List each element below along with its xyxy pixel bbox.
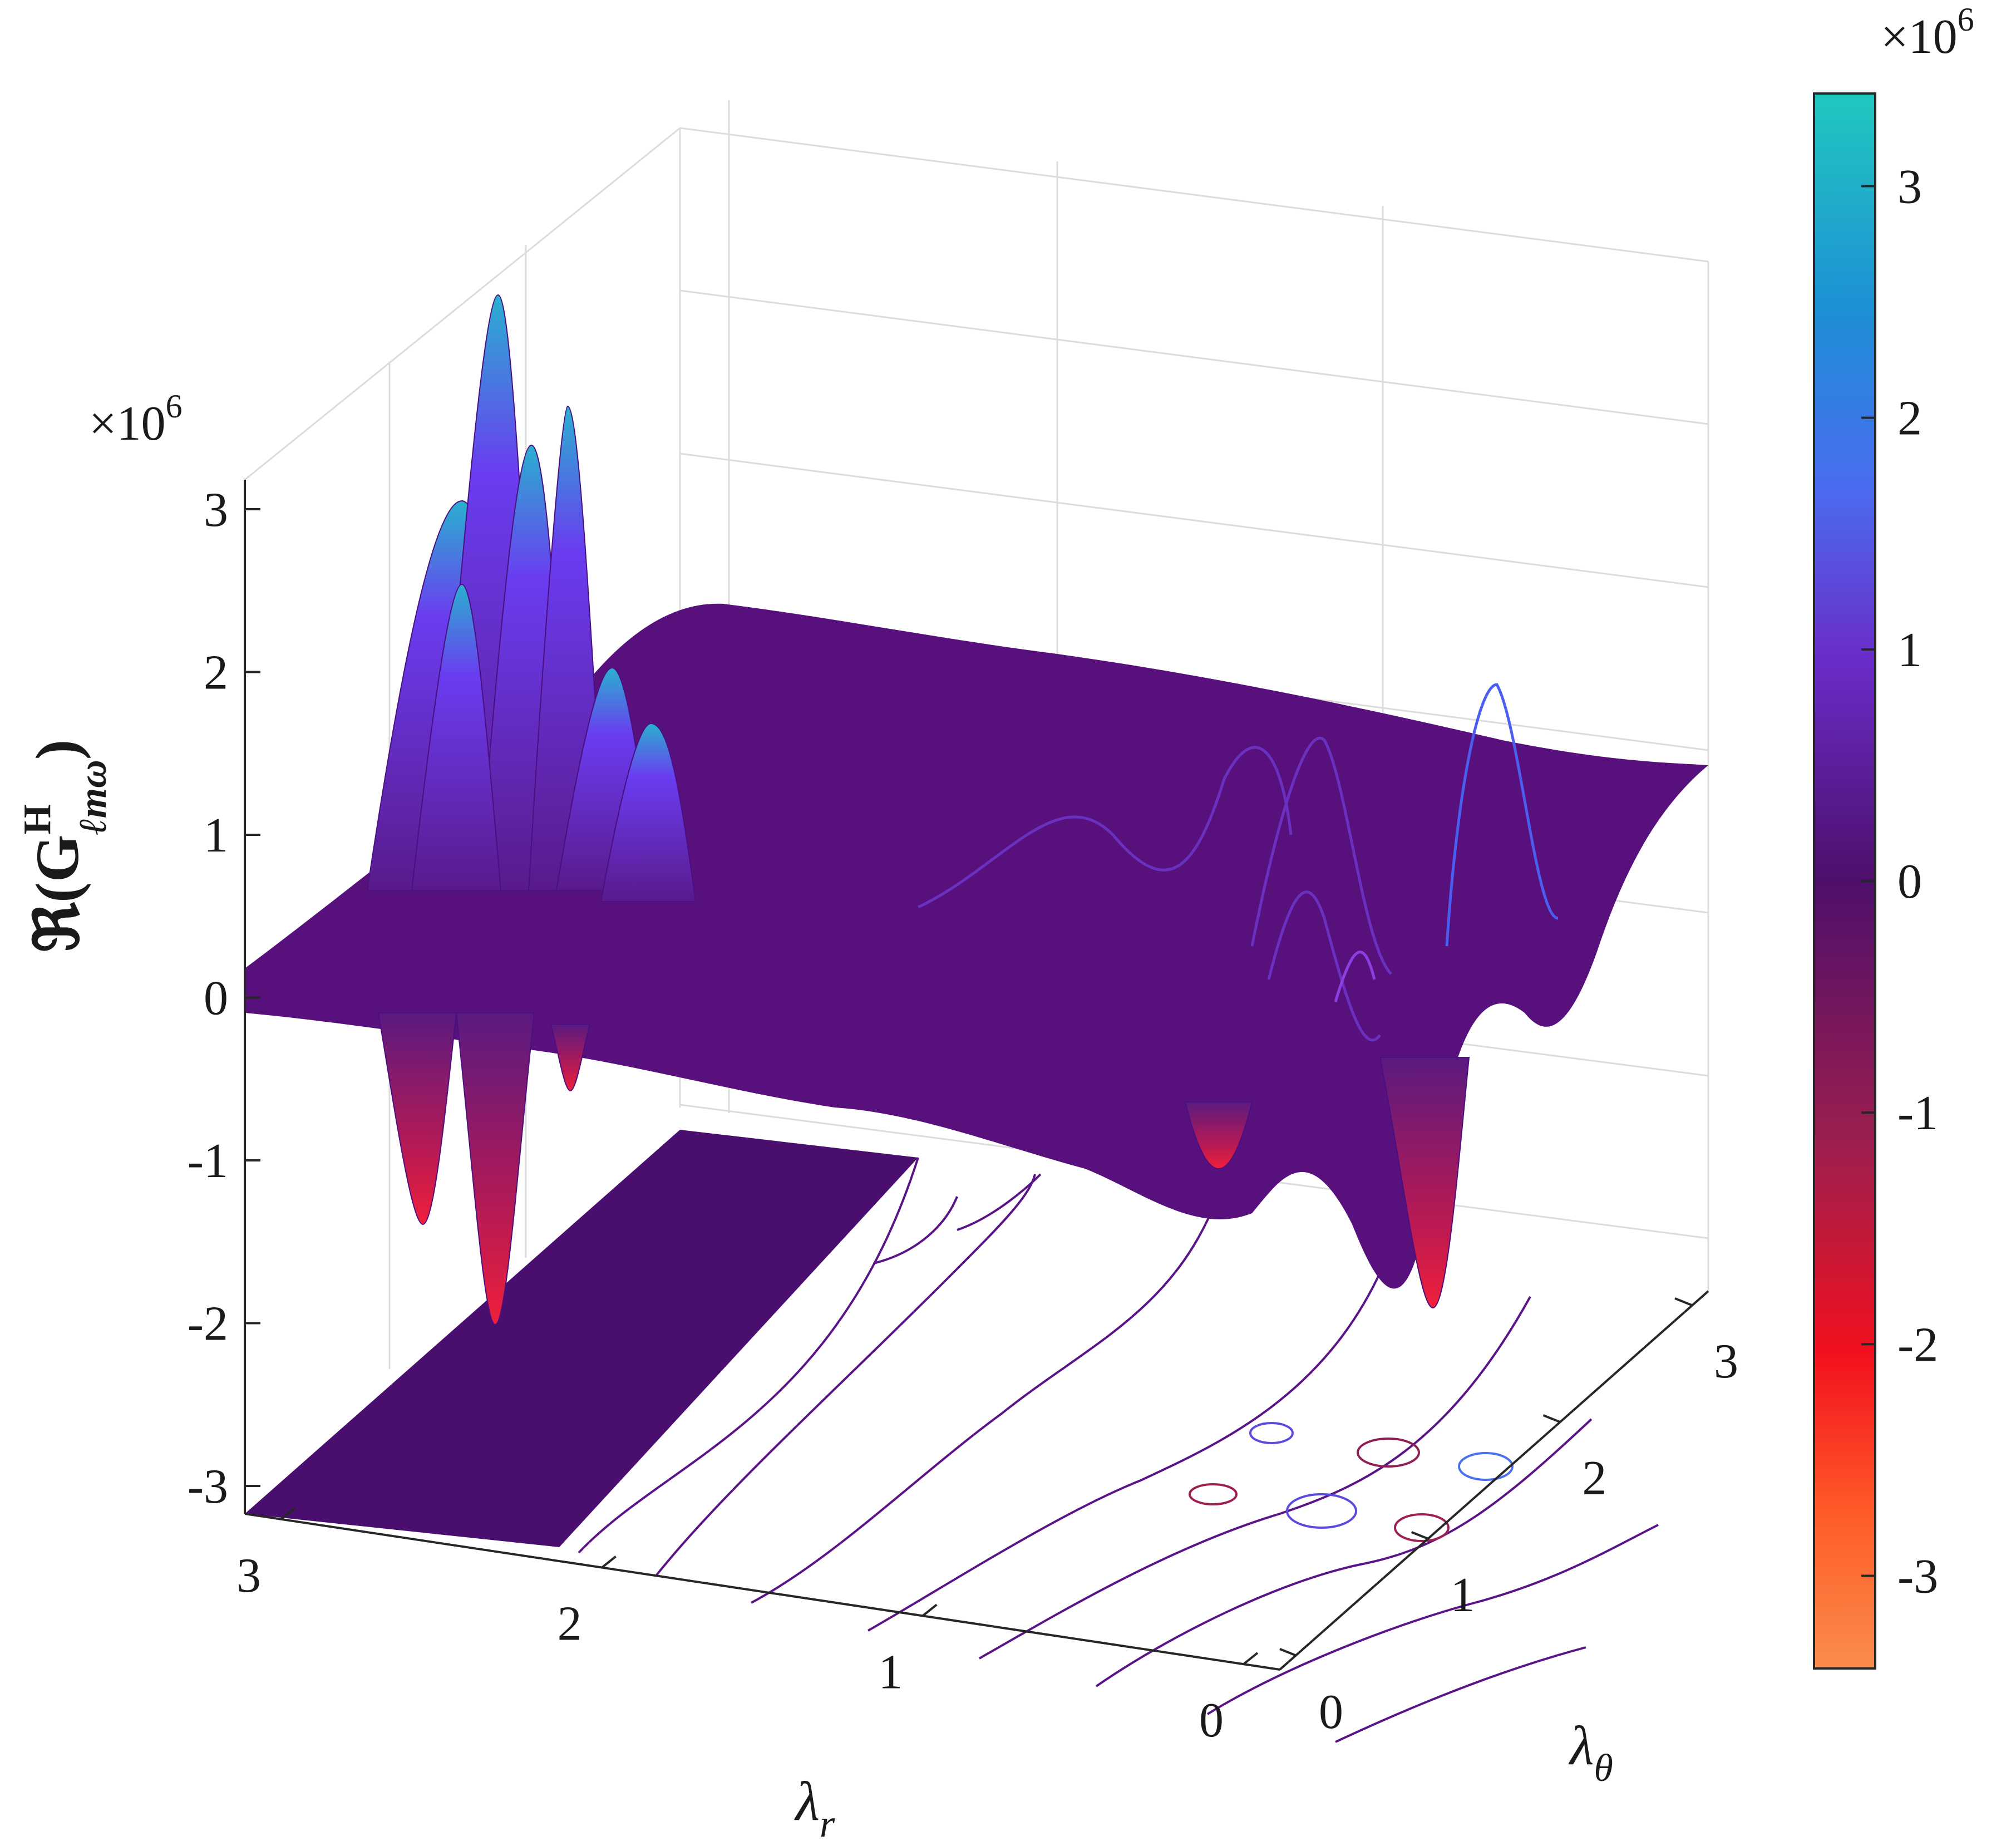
surface — [245, 294, 1708, 1326]
x-ticks: 0 1 2 3 — [236, 1507, 1259, 1748]
colorbar-tick-label: 3 — [1897, 160, 1922, 214]
z-tick-label: -1 — [188, 1134, 228, 1188]
x-tick-label: 3 — [236, 1549, 261, 1603]
y-tick-label: 3 — [1714, 1335, 1738, 1389]
z-multiplier: ×106 — [89, 388, 183, 451]
y-axis — [1279, 1290, 1709, 1671]
y-tick-label: 0 — [1319, 1685, 1343, 1739]
z-tick-label: -2 — [188, 1297, 228, 1351]
colorbar-tick-label: -1 — [1897, 1086, 1938, 1140]
colorbar-tick-label: -3 — [1897, 1550, 1938, 1604]
contour-floor — [245, 1130, 1659, 1743]
y-axis-label: λθ — [1568, 1715, 1613, 1790]
y-ticks: 0 1 2 3 — [1279, 1297, 1738, 1739]
y-tick-mark — [1674, 1297, 1692, 1306]
colorbar-tick-label: -2 — [1897, 1318, 1938, 1372]
colorbar-tick-label: 1 — [1897, 623, 1922, 677]
x-tick-mark — [280, 1507, 296, 1520]
x-axis — [244, 1513, 1280, 1671]
z-tick-label: 1 — [204, 809, 228, 863]
colorbar-multiplier: ×106 — [1881, 1, 1974, 64]
z-tick-label: 3 — [204, 483, 228, 537]
y-tick-mark — [1542, 1414, 1561, 1423]
x-tick-mark — [1243, 1652, 1259, 1665]
x-tick-label: 2 — [558, 1597, 582, 1651]
y-tick-mark — [1279, 1648, 1297, 1657]
y-tick-label: 1 — [1451, 1568, 1475, 1622]
z-tick-label: -3 — [188, 1460, 228, 1514]
x-tick-mark — [922, 1603, 938, 1617]
colorbar-tick-label: 0 — [1897, 855, 1922, 909]
x-axis-label: λr — [794, 1770, 835, 1841]
colorbar-ticks: -3 -2 -1 0 1 2 3 — [1861, 160, 1938, 1604]
z-tick-label: 0 — [204, 972, 228, 1026]
y-tick-mark — [1411, 1531, 1429, 1540]
colorbar: ×106 — [1813, 1, 1974, 1670]
x-tick-label: 0 — [1199, 1694, 1224, 1748]
z-tick-label: 2 — [204, 646, 228, 700]
x-tick-mark — [601, 1556, 617, 1569]
z-ticks: -3 -2 -1 0 1 2 3 — [188, 483, 260, 1514]
z-axis-label: ℜ(GH ℓmω) — [16, 740, 115, 953]
colorbar-tick-label: 2 — [1897, 392, 1922, 446]
x-tick-label: 1 — [878, 1645, 903, 1699]
y-tick-label: 2 — [1582, 1451, 1606, 1505]
